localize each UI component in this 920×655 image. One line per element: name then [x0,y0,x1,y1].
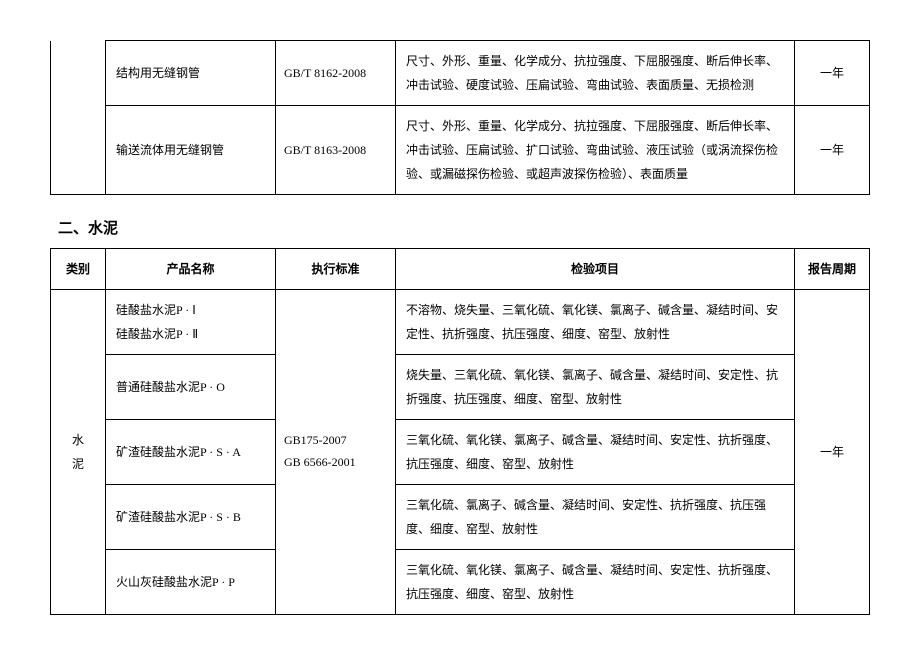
inspection-items-cell: 尺寸、外形、重量、化学成分、抗拉强度、下屈服强度、断后伸长率、冲击试验、压扁试验… [396,106,795,195]
product-name-cell: 硅酸盐水泥P · Ⅰ 硅酸盐水泥P · Ⅱ [106,290,276,355]
header-period: 报告周期 [795,249,870,290]
category-char2: 泥 [72,457,84,471]
product-name-line1: 硅酸盐水泥P · Ⅰ [116,303,196,317]
header-name: 产品名称 [106,249,276,290]
inspection-items-cell: 三氧化硫、氧化镁、氯离子、碱含量、凝结时间、安定性、抗折强度、抗压强度、细度、窑… [396,420,795,485]
product-name-cell: 矿渣硅酸盐水泥P · S · B [106,485,276,550]
table-row: 火山灰硅酸盐水泥P · P 三氧化硫、氧化镁、氯离子、碱含量、凝结时间、安定性、… [51,550,870,615]
report-period-cell: 一年 [795,41,870,106]
standard-cell: GB175-2007 GB 6566-2001 [276,290,396,615]
standard-line1: GB175-2007 [284,433,347,447]
product-name-line2: 硅酸盐水泥P · Ⅱ [116,327,198,341]
product-name-cell: 矿渣硅酸盐水泥P · S · A [106,420,276,485]
inspection-items-cell: 尺寸、外形、重量、化学成分、抗拉强度、下屈服强度、断后伸长率、冲击试验、硬度试验… [396,41,795,106]
table-row: 矿渣硅酸盐水泥P · S · B 三氧化硫、氯离子、碱含量、凝结时间、安定性、抗… [51,485,870,550]
header-category: 类别 [51,249,106,290]
steel-pipe-table: 结构用无缝钢管 GB/T 8162-2008 尺寸、外形、重量、化学成分、抗拉强… [50,40,870,195]
standard-cell: GB/T 8162-2008 [276,41,396,106]
table-row: 水泥 硅酸盐水泥P · Ⅰ 硅酸盐水泥P · Ⅱ GB175-2007 GB 6… [51,290,870,355]
product-name-cell: 结构用无缝钢管 [106,41,276,106]
category-cell-empty [51,41,106,195]
standard-line2: GB 6566-2001 [284,455,356,469]
product-name-cell: 火山灰硅酸盐水泥P · P [106,550,276,615]
category-cell: 水泥 [51,290,106,615]
report-period-cell: 一年 [795,106,870,195]
cement-table: 类别 产品名称 执行标准 检验项目 报告周期 水泥 硅酸盐水泥P · Ⅰ 硅酸盐… [50,248,870,615]
header-standard: 执行标准 [276,249,396,290]
header-items: 检验项目 [396,249,795,290]
table-row: 输送流体用无缝钢管 GB/T 8163-2008 尺寸、外形、重量、化学成分、抗… [51,106,870,195]
inspection-items-cell: 烧失量、三氧化硫、氧化镁、氯离子、碱含量、凝结时间、安定性、抗折强度、抗压强度、… [396,355,795,420]
product-name-cell: 普通硅酸盐水泥P · O [106,355,276,420]
inspection-items-cell: 三氧化硫、氧化镁、氯离子、碱含量、凝结时间、安定性、抗折强度、抗压强度、细度、窑… [396,550,795,615]
inspection-items-cell: 三氧化硫、氯离子、碱含量、凝结时间、安定性、抗折强度、抗压强度、细度、窑型、放射… [396,485,795,550]
table-row: 结构用无缝钢管 GB/T 8162-2008 尺寸、外形、重量、化学成分、抗拉强… [51,41,870,106]
inspection-items-cell: 不溶物、烧失量、三氧化硫、氧化镁、氯离子、碱含量、凝结时间、安定性、抗折强度、抗… [396,290,795,355]
table-row: 普通硅酸盐水泥P · O 烧失量、三氧化硫、氧化镁、氯离子、碱含量、凝结时间、安… [51,355,870,420]
category-char1: 水 [72,433,84,447]
section-title-cement: 二、水泥 [58,217,870,238]
product-name-cell: 输送流体用无缝钢管 [106,106,276,195]
report-period-cell: 一年 [795,290,870,615]
standard-cell: GB/T 8163-2008 [276,106,396,195]
table-header-row: 类别 产品名称 执行标准 检验项目 报告周期 [51,249,870,290]
table-row: 矿渣硅酸盐水泥P · S · A 三氧化硫、氧化镁、氯离子、碱含量、凝结时间、安… [51,420,870,485]
